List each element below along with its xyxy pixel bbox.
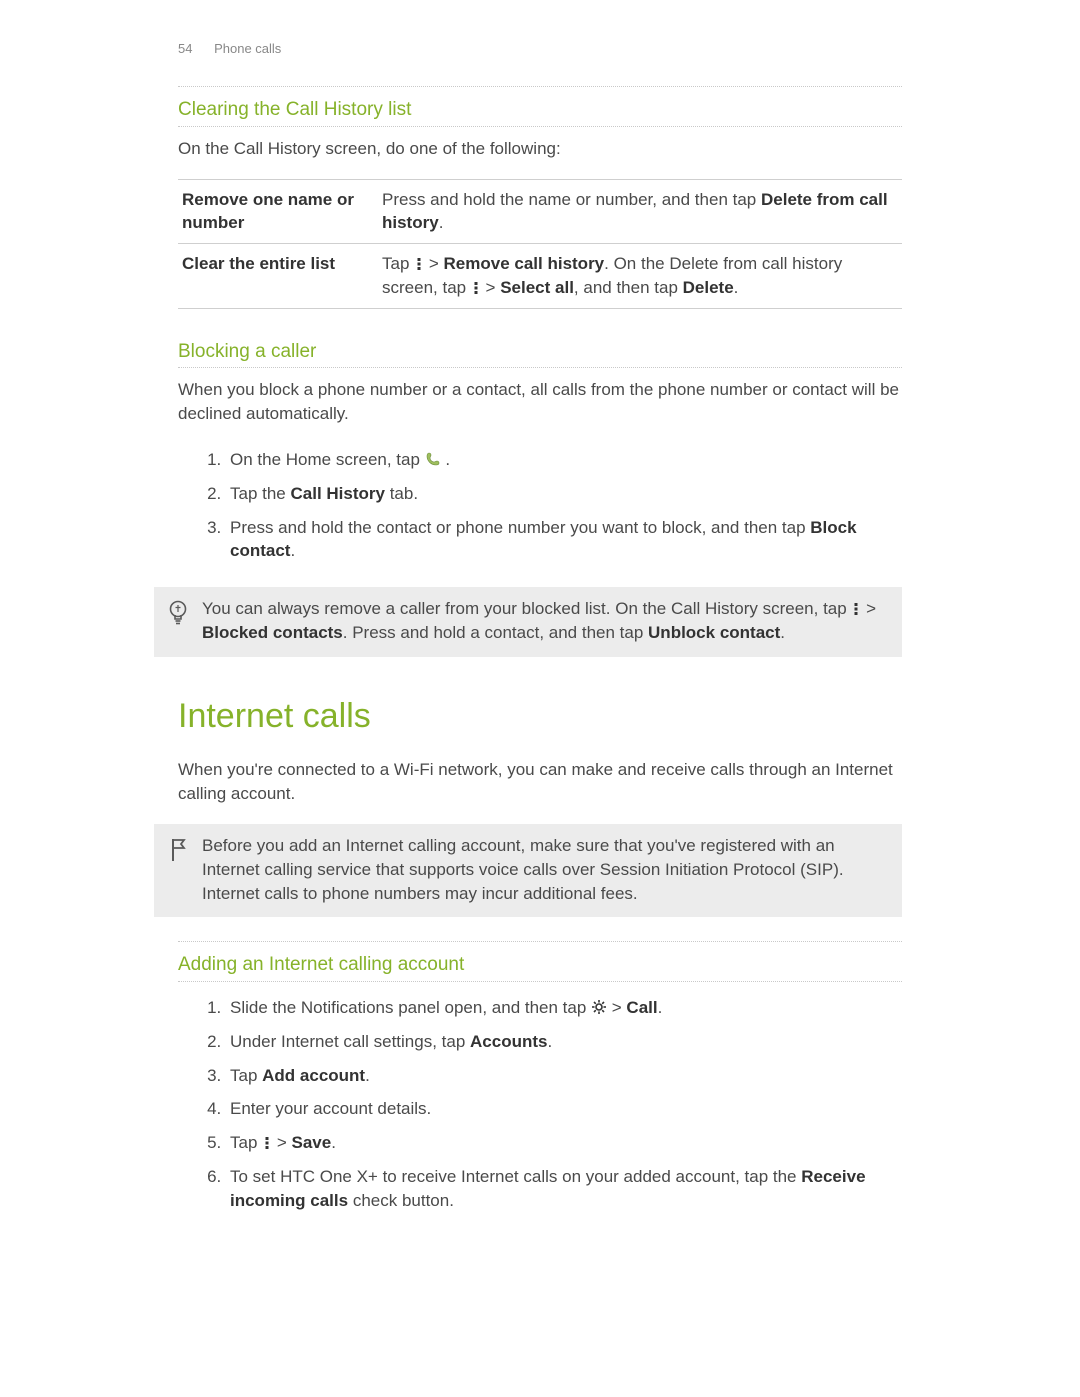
step-strong: Call History [291,484,385,503]
heading-internet-calls: Internet calls [178,693,902,741]
list-item: Slide the Notifications panel open, and … [226,992,902,1026]
tip-callout: You can always remove a caller from your… [154,587,902,657]
tip-strong: Blocked contacts [202,623,343,642]
step-text: Press and hold the contact or phone numb… [230,518,810,537]
menu-dots-icon [851,602,861,616]
step-text: > [607,998,626,1017]
table-row: Clear the entire list Tap > Remove call … [178,244,902,309]
paragraph: On the Call History screen, do one of th… [178,137,902,161]
note-callout: Before you add an Internet calling accou… [154,824,902,917]
cell-strong: Remove call history [444,254,605,273]
step-text: tab. [385,484,418,503]
callout-text: Before you add an Internet calling accou… [202,834,888,905]
heading-adding-account: Adding an Internet calling account [178,952,902,979]
step-text: Tap the [230,484,291,503]
list-item: Tap > Save. [226,1127,902,1161]
paragraph: When you're connected to a Wi-Fi network… [178,758,902,806]
cell-text: . [734,278,739,297]
step-text: Under Internet call settings, tap [230,1032,470,1051]
menu-dots-icon [471,281,481,295]
list-item: Press and hold the contact or phone numb… [226,512,902,570]
step-text: . [365,1066,370,1085]
cell-strong: Delete [683,278,734,297]
flag-icon [154,834,202,864]
step-text: . [331,1133,336,1152]
step-strong: Call [626,998,657,1017]
list-item: Enter your account details. [226,1093,902,1127]
tip-strong: Unblock contact [648,623,780,642]
ordered-steps: Slide the Notifications panel open, and … [226,992,902,1219]
page-number: 54 [178,41,192,56]
tip-text: You can always remove a caller from your… [202,599,851,618]
page-header: 54 Phone calls [178,40,902,58]
gear-icon [591,999,607,1015]
divider [178,941,902,942]
cell-strong: Select all [500,278,574,297]
divider [178,126,902,127]
table-cell: Tap > Remove call history. On the Delete… [378,244,902,309]
document-page: 54 Phone calls Clearing the Call History… [0,0,1080,1397]
divider [178,981,902,982]
tip-text: . Press and hold a contact, and then tap [343,623,648,642]
table-cell: Remove one name or number [178,179,378,244]
step-text: Enter your account details. [230,1099,431,1118]
cell-label: Clear the entire list [182,254,335,273]
menu-dots-icon [414,257,424,271]
step-text: . [548,1032,553,1051]
list-item: To set HTC One X+ to receive Internet ca… [226,1161,902,1219]
table-cell: Clear the entire list [178,244,378,309]
heading-blocking: Blocking a caller [178,339,902,366]
cell-text: Press and hold the name or number, and t… [382,190,761,209]
section-name: Phone calls [214,41,281,56]
divider [178,86,902,87]
step-strong: Accounts [470,1032,547,1051]
list-item: On the Home screen, tap . [226,444,902,478]
step-text: Tap [230,1133,262,1152]
menu-dots-icon [262,1136,272,1150]
cell-text: . [439,213,444,232]
step-text: Slide the Notifications panel open, and … [230,998,591,1017]
ordered-steps: On the Home screen, tap . Tap the Call H… [226,444,902,569]
step-strong: Save [292,1133,332,1152]
list-item: Under Internet call settings, tap Accoun… [226,1026,902,1060]
tip-text: > [861,599,876,618]
cell-text: , and then tap [574,278,683,297]
instruction-table: Remove one name or number Press and hold… [178,179,902,309]
table-row: Remove one name or number Press and hold… [178,179,902,244]
lightbulb-icon [154,597,202,627]
list-item: Tap the Call History tab. [226,478,902,512]
paragraph: When you block a phone number or a conta… [178,378,902,426]
table-cell: Press and hold the name or number, and t… [378,179,902,244]
tip-text: . [780,623,785,642]
cell-text: > [424,254,443,273]
divider [178,367,902,368]
cell-text: > [481,278,500,297]
step-text: . [441,450,450,469]
step-text: To set HTC One X+ to receive Internet ca… [230,1167,801,1186]
cell-text: Tap [382,254,414,273]
step-text: . [658,998,663,1017]
list-item: Tap Add account. [226,1060,902,1094]
phone-icon [425,451,441,467]
step-text: . [290,541,295,560]
step-text: > [272,1133,291,1152]
heading-clearing: Clearing the Call History list [178,97,902,124]
cell-label: Remove one name or number [182,190,354,233]
callout-text: You can always remove a caller from your… [202,597,888,645]
step-text: On the Home screen, tap [230,450,425,469]
step-text: Tap [230,1066,262,1085]
step-strong: Add account [262,1066,365,1085]
step-text: check button. [348,1191,454,1210]
